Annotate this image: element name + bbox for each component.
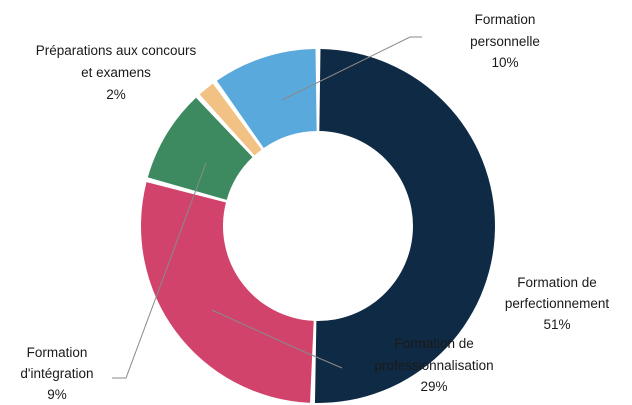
- slice-personnelle: [216, 49, 317, 149]
- slice-perfectionnement: [314, 49, 495, 403]
- slice-integration: [147, 97, 253, 200]
- slice-label-name-line: et examens: [81, 65, 151, 80]
- slice-label-name-line: Formation: [475, 12, 536, 27]
- slice-label-integration: Formation d'intégration 9%: [20, 345, 93, 402]
- slice-professionnalisation: [140, 182, 314, 403]
- leader-line-personnelle: [281, 36, 422, 101]
- slice-label-percent: 51%: [543, 317, 570, 332]
- slice-label-name-line: Formation de: [394, 336, 474, 351]
- slice-label-name-line: perfectionnement: [505, 296, 610, 311]
- slice-label-name-line: d'intégration: [20, 366, 93, 381]
- slice-label-percent: 9%: [47, 387, 67, 402]
- slice-label-percent: 2%: [106, 87, 126, 102]
- slice-label-percent: 10%: [491, 55, 518, 70]
- slice-label-concours: Préparations aux concours et examens 2%: [36, 43, 197, 102]
- slice-label-professionnalisation: Formation de professionnalisation 29%: [374, 336, 493, 394]
- slice-label-name-line: personnelle: [470, 34, 540, 49]
- slice-label-name-line: Préparations aux concours: [36, 43, 197, 58]
- slice-label-personnelle: Formation personnelle 10%: [470, 12, 540, 70]
- chart-slices: [140, 49, 495, 403]
- leader-lines: [112, 36, 422, 379]
- slice-label-perfectionnement: Formation de perfectionnement 51%: [505, 275, 610, 332]
- leader-line-integration: [112, 162, 207, 379]
- slice-label-name-line: Formation de: [517, 275, 597, 290]
- slice-label-percent: 29%: [420, 379, 447, 394]
- leader-line-professionnalisation: [211, 309, 343, 369]
- slice-label-name-line: Formation: [27, 345, 88, 360]
- slice-concours: [199, 83, 262, 156]
- slice-label-name-line: professionnalisation: [374, 358, 493, 373]
